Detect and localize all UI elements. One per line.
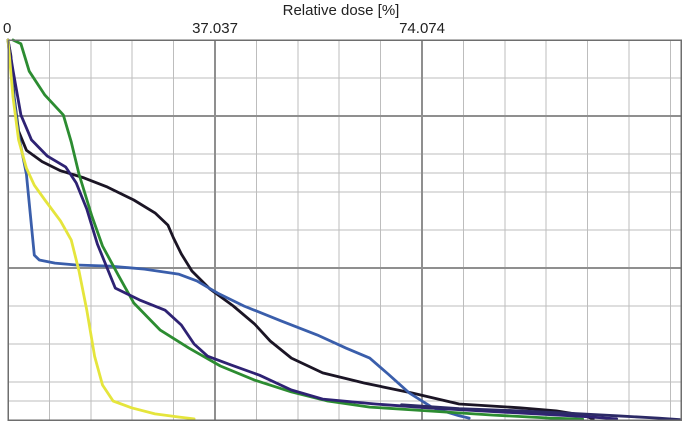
x-axis-tick-labels: 0 37.037 74.074 xyxy=(3,20,445,37)
minor-gridlines xyxy=(8,40,681,420)
series-curve-6 xyxy=(400,403,682,421)
series-curve-3 xyxy=(11,38,584,421)
series-curve-2 xyxy=(6,38,471,420)
x-tick-label: 0 xyxy=(3,20,11,37)
plot-frame xyxy=(7,39,682,421)
series-curve-5 xyxy=(6,38,196,421)
series-curve-1 xyxy=(6,38,595,421)
x-axis-title: Relative dose [%] xyxy=(283,2,400,19)
dose-curves xyxy=(6,38,682,421)
series-curve-4 xyxy=(6,38,619,421)
x-tick-label: 37.037 xyxy=(192,20,238,37)
x-tick-label: 74.074 xyxy=(399,20,445,37)
